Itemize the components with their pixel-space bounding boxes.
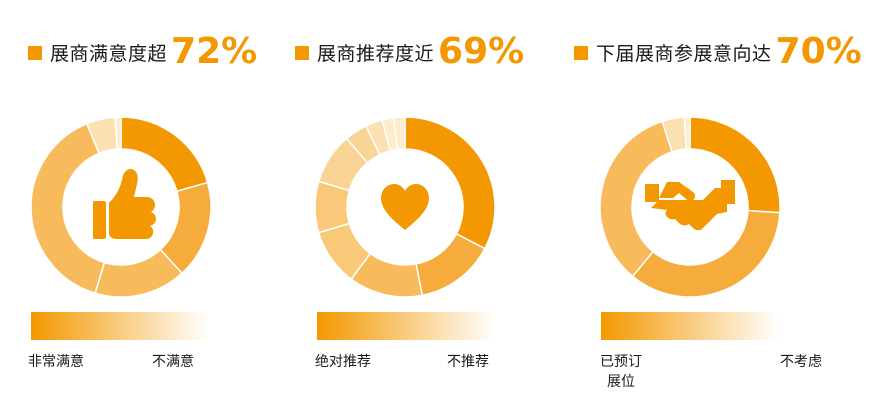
scale-label-high: 非常满意 [28,354,84,370]
heading-text: 展商满意度超 [50,43,168,65]
scale-label-high: 已预订 展位 [600,354,642,390]
handshake-icon [645,180,735,231]
scale-label-high: 绝对推荐 [315,354,371,370]
scale-label-low: 不考虑 [780,354,822,370]
donut-slice-4 [30,122,106,295]
heart-icon [381,184,429,230]
thumbs-up-icon [93,169,156,239]
donut-slice-5 [683,116,691,150]
square-bullet-icon [574,46,588,60]
donut-slice-6 [114,116,122,150]
heading-text: 展商推荐度近 [317,43,435,65]
panel-recommendation: 展商推荐度近 69% 绝对推荐 不推荐 [290,0,580,401]
square-bullet-icon [28,46,42,60]
donut-chart [599,116,781,298]
donut-chart [30,116,212,298]
scale-gradient-bar [31,312,209,340]
heading-value: 70% [775,31,862,72]
scale-gradient-bar [601,312,779,340]
heading: 下届展商参展意向达 70% [574,34,862,70]
donut-slice-1 [404,116,496,250]
donut-slice-2 [415,232,486,297]
heading-text: 下届展商参展意向达 [596,43,772,65]
donut-slice-10 [392,116,406,151]
panel-intention: 下届展商参展意向达 70% 已预订 展位 不考虑 [574,0,881,401]
heading-value: 72% [171,31,258,72]
heading-value: 69% [438,31,525,72]
donut-slice-2 [631,209,781,298]
scale-gradient-bar [317,312,495,340]
scale-label-low: 不满意 [152,354,194,370]
donut-chart [314,116,496,298]
scale-label-low: 不推荐 [447,354,489,370]
panel-satisfaction: 展商满意度超 72% 非常满意 不满意 [0,0,290,401]
donut-slice-3 [599,120,674,278]
heading: 展商推荐度近 69% [295,34,524,70]
square-bullet-icon [295,46,309,60]
heading: 展商满意度超 72% [28,34,257,70]
